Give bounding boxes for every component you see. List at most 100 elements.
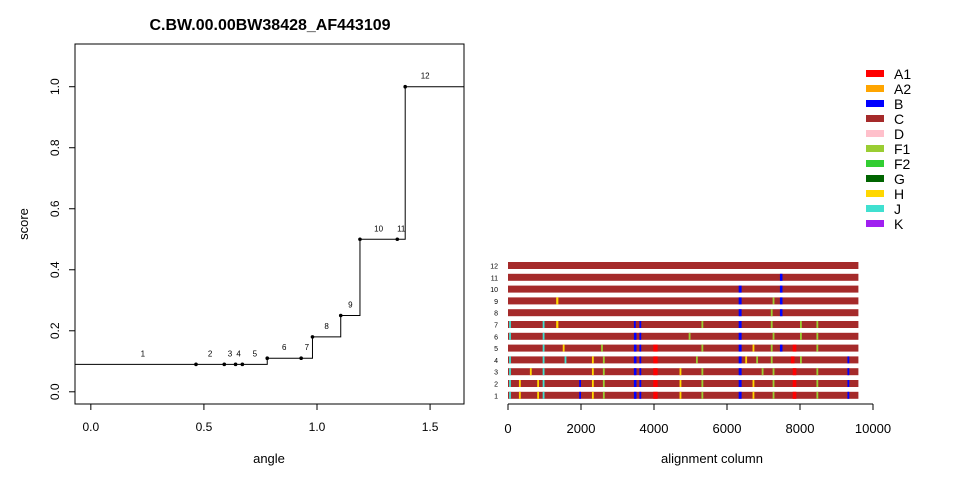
subtype-segment — [529, 368, 532, 376]
subtype-segment — [792, 344, 797, 352]
subtype-segment — [602, 391, 605, 399]
subtype-segment — [602, 368, 605, 376]
subtype-segment — [772, 380, 775, 387]
step-point — [338, 313, 343, 318]
legend-swatch — [866, 190, 884, 197]
subtype-segment — [770, 356, 773, 364]
legend-label: F2 — [894, 156, 911, 172]
subtype-segment — [564, 356, 567, 364]
alignment-x-axis-label: alignment column — [661, 451, 763, 466]
legend-swatch — [866, 160, 884, 167]
subtype-segment — [601, 344, 603, 352]
legend-swatch — [866, 70, 884, 77]
row-label: 4 — [494, 358, 498, 365]
step-point-label: 4 — [236, 349, 241, 358]
subtype-segment — [509, 380, 511, 387]
step-point-label: 6 — [282, 343, 287, 352]
alignment-row-bar — [508, 368, 859, 376]
subtype-segment — [701, 321, 704, 328]
subtype-segment — [602, 356, 605, 364]
alignment-x-tick-label: 10000 — [855, 421, 891, 436]
subtype-segment — [816, 368, 819, 376]
alignment-row-bar — [508, 344, 859, 352]
subtype-segment — [639, 332, 642, 340]
subtype-segment — [509, 368, 511, 376]
alignment-row-bar — [508, 332, 859, 340]
legend-swatch — [866, 115, 884, 122]
legend-label: H — [894, 186, 904, 202]
alignment-row-bar — [508, 356, 859, 364]
subtype-segment — [800, 332, 802, 340]
step-point-label: 12 — [421, 72, 430, 81]
legend-label: J — [894, 201, 901, 217]
legend-swatch — [866, 205, 884, 212]
step-point-label: 7 — [305, 343, 310, 352]
subtype-segment — [537, 380, 540, 387]
subtype-segment — [779, 309, 783, 317]
subtype-segment — [738, 309, 742, 317]
subtype-segment — [653, 368, 658, 376]
plot-frame — [74, 43, 465, 405]
y-axis-label: score — [16, 208, 31, 240]
subtype-segment — [542, 344, 545, 352]
subtype-segment — [542, 356, 545, 364]
subtype-segment — [752, 391, 755, 399]
row-label: 5 — [494, 346, 498, 353]
subtype-segment — [816, 344, 819, 352]
legend-label: G — [894, 171, 905, 187]
step-point-label: 9 — [348, 301, 353, 310]
subtype-segment — [816, 380, 819, 387]
legend-label: A1 — [894, 66, 911, 82]
subtype-segment — [738, 297, 742, 305]
subtype-segment — [770, 321, 773, 328]
subtype-segment — [639, 356, 642, 364]
subtype-segment — [738, 332, 742, 340]
step-point — [240, 362, 245, 367]
subtype-segment — [518, 380, 521, 387]
legend-label: F1 — [894, 141, 911, 157]
alignment-x-tick-label: 4000 — [640, 421, 669, 436]
alignment-row-bar — [508, 273, 859, 281]
alignment-x-axis: 0 2000 4000 6000 8000 10000 — [504, 403, 891, 436]
subtype-segment — [639, 368, 642, 376]
subtype-segment — [542, 380, 545, 387]
subtype-segment — [779, 344, 783, 352]
legend-swatch — [866, 85, 884, 92]
alignment-row-bar — [508, 285, 859, 293]
x-tick-label: 1.0 — [309, 420, 326, 434]
subtype-segment — [556, 297, 559, 305]
subtype-segment — [509, 332, 511, 340]
alignment-x-tick-label: 0 — [504, 421, 511, 436]
legend-swatch — [866, 175, 884, 182]
subtype-segment — [701, 344, 704, 352]
subtype-segment — [591, 380, 594, 387]
subtype-segment — [633, 332, 637, 340]
x-tick-label: 1.5 — [422, 420, 439, 434]
subtype-segment — [509, 391, 511, 399]
alignment-x-tick-label: 2000 — [567, 421, 596, 436]
row-label: 6 — [494, 334, 498, 341]
y-tick-label: 0.0 — [48, 383, 62, 400]
y-axis: 0.0 0.2 0.4 0.6 0.8 1.0 — [48, 78, 75, 400]
alignment-row-bar — [508, 297, 859, 305]
alignment-row-bar — [508, 391, 859, 399]
subtype-segment — [679, 391, 682, 399]
subtype-segment — [816, 321, 819, 328]
subtype-segment — [738, 356, 742, 364]
row-label: 7 — [494, 323, 498, 330]
subtype-segment — [779, 273, 783, 281]
subtype-segment — [591, 356, 594, 364]
subtype-segment — [542, 332, 545, 340]
subtype-segment — [633, 321, 636, 328]
subtype-segment — [847, 356, 850, 364]
subtype-segment — [695, 356, 698, 364]
x-tick-label: 0.5 — [196, 420, 213, 434]
row-label: 2 — [494, 382, 498, 389]
subtype-segment — [792, 368, 797, 376]
subtype-segment — [639, 321, 642, 328]
alignment-row-bar — [508, 380, 859, 387]
